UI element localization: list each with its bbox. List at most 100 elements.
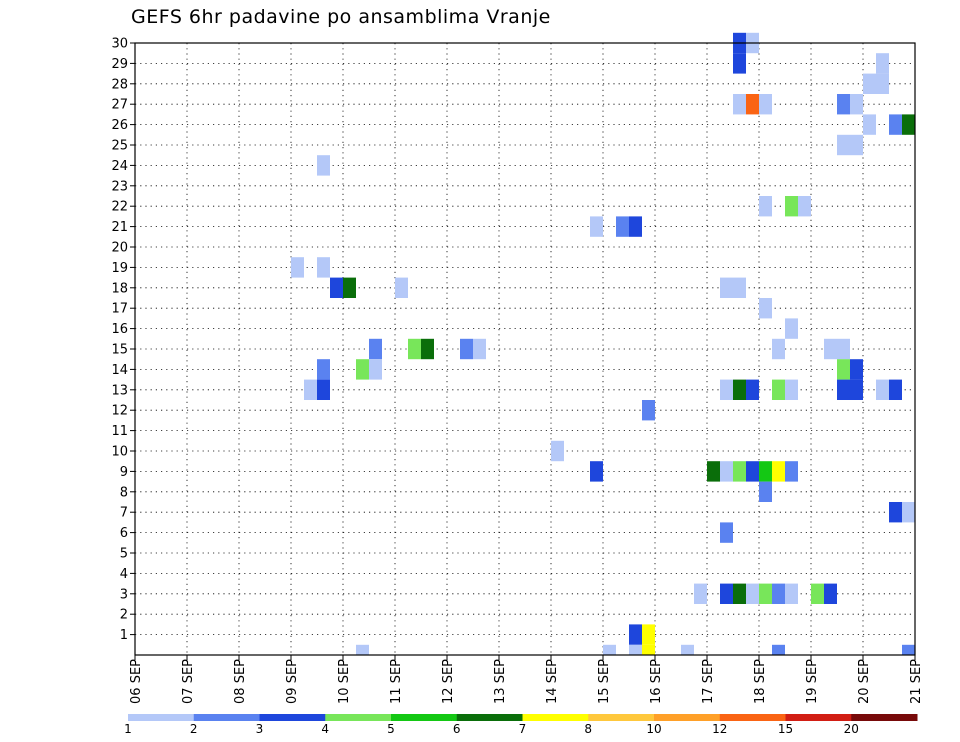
y-axis: 1234567891011121314151617181920212223242… xyxy=(111,37,135,643)
precip-cell xyxy=(902,644,915,655)
y-tick-label: 12 xyxy=(111,404,128,419)
precip-cell xyxy=(460,338,473,360)
precip-cell xyxy=(785,379,798,400)
precip-cell xyxy=(837,94,850,115)
precip-cell xyxy=(369,338,382,360)
precip-cell xyxy=(824,338,837,360)
x-tick-label: 21 SEP xyxy=(909,659,924,704)
y-tick-label: 20 xyxy=(111,241,128,256)
precip-cell xyxy=(785,318,798,339)
precip-cell xyxy=(304,379,317,400)
precip-cell xyxy=(551,440,564,462)
precip-cell xyxy=(876,53,889,74)
x-tick-label: 20 SEP xyxy=(857,659,872,704)
precip-cell xyxy=(772,583,785,604)
legend-swatch xyxy=(391,714,458,721)
legend-label: 7 xyxy=(519,722,527,736)
precip-cell xyxy=(291,257,304,278)
precip-cell xyxy=(837,134,850,156)
precip-cell xyxy=(694,583,707,604)
y-tick-label: 19 xyxy=(111,261,128,276)
precip-cell xyxy=(902,114,915,135)
y-tick-label: 22 xyxy=(111,200,128,215)
precip-cell xyxy=(772,461,785,482)
precip-cell xyxy=(889,379,902,400)
y-tick-label: 4 xyxy=(120,567,128,582)
legend-swatch xyxy=(259,714,326,721)
precip-cell xyxy=(720,461,733,482)
precip-cell xyxy=(759,583,772,604)
legend-label: 6 xyxy=(453,722,461,736)
precip-cell xyxy=(733,379,746,400)
precip-cell xyxy=(395,277,408,298)
precip-cell xyxy=(785,461,798,482)
legend-label: 20 xyxy=(844,722,859,736)
precip-cell xyxy=(356,644,369,655)
precip-cell xyxy=(902,502,915,523)
y-tick-label: 10 xyxy=(111,445,128,460)
y-tick-label: 16 xyxy=(111,322,128,337)
precip-cell xyxy=(759,94,772,115)
legend-swatch xyxy=(851,714,918,721)
x-tick-label: 10 SEP xyxy=(337,659,352,704)
precip-cell xyxy=(746,94,759,115)
color-legend: 1 2 3 4 5 6 7 8 10 12 15 20 xyxy=(124,714,918,736)
precip-cell xyxy=(733,583,746,604)
precip-cell xyxy=(473,338,486,360)
precip-cell xyxy=(733,94,746,115)
precip-cell xyxy=(629,216,642,237)
precip-cell xyxy=(642,624,655,645)
precip-cell xyxy=(590,461,603,482)
legend-label: 3 xyxy=(256,722,264,736)
precip-cell xyxy=(343,277,356,298)
precip-cell xyxy=(746,379,759,400)
legend-swatch xyxy=(588,714,655,721)
y-tick-label: 23 xyxy=(111,179,128,194)
y-tick-label: 29 xyxy=(111,57,128,72)
y-tick-label: 7 xyxy=(120,506,128,521)
precip-cell xyxy=(772,379,785,400)
precip-cell xyxy=(785,583,798,604)
precip-cell xyxy=(733,53,746,74)
legend-swatch xyxy=(785,714,852,721)
y-tick-label: 25 xyxy=(111,139,128,154)
precip-cell xyxy=(811,583,824,604)
precip-cell xyxy=(772,338,785,360)
x-tick-label: 11 SEP xyxy=(389,659,404,704)
precip-cell xyxy=(746,583,759,604)
precip-cell xyxy=(746,461,759,482)
precip-cell xyxy=(629,624,642,645)
legend-label: 5 xyxy=(387,722,395,736)
y-tick-label: 5 xyxy=(120,547,128,562)
y-tick-label: 9 xyxy=(120,465,128,480)
precip-cell xyxy=(733,277,746,298)
y-tick-label: 21 xyxy=(111,220,128,235)
legend-swatch xyxy=(193,714,260,721)
precip-cell xyxy=(707,461,720,482)
x-tick-label: 14 SEP xyxy=(545,659,560,704)
legend-label: 2 xyxy=(190,722,198,736)
precip-cell xyxy=(733,461,746,482)
precip-cell xyxy=(837,379,850,400)
x-axis: 06 SEP 07 SEP 08 SEP 09 SEP 10 SEP 11 SEP 12 S… xyxy=(129,655,924,704)
y-tick-label: 17 xyxy=(111,302,128,317)
y-tick-label: 28 xyxy=(111,77,128,92)
legend-label: 4 xyxy=(321,722,329,736)
precip-cell xyxy=(356,359,369,380)
precip-cell xyxy=(642,644,655,655)
y-tick-label: 24 xyxy=(111,159,128,174)
precip-cell xyxy=(876,73,889,94)
y-tick-label: 13 xyxy=(111,383,128,398)
precip-cell xyxy=(720,379,733,400)
precip-cell xyxy=(369,359,382,380)
precip-cells xyxy=(291,32,915,655)
y-tick-label: 14 xyxy=(111,363,128,378)
x-tick-label: 16 SEP xyxy=(649,659,664,704)
legend-label: 1 xyxy=(124,722,132,736)
precip-cell xyxy=(330,277,343,298)
legend-swatch xyxy=(325,714,392,721)
precip-cell xyxy=(850,134,863,156)
precip-cell xyxy=(759,196,772,217)
precip-cell xyxy=(850,359,863,380)
